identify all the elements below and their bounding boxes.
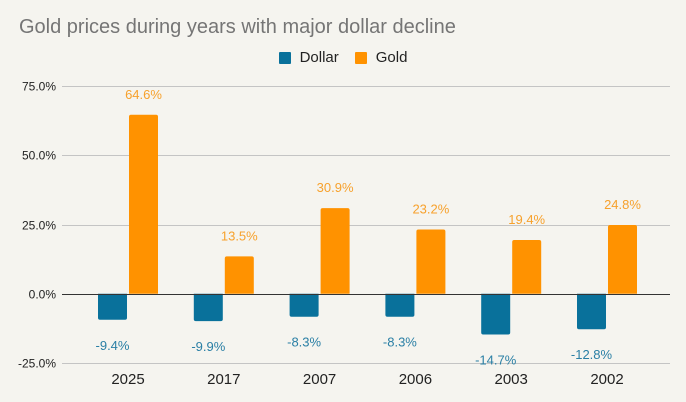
data-label-dollar: -8.3% [287, 335, 321, 350]
y-tick-label: 0.0% [29, 288, 57, 302]
data-label-gold: 19.4% [508, 212, 545, 227]
data-label-dollar: -8.3% [383, 335, 417, 350]
data-label-gold: 30.9% [317, 180, 354, 195]
bar-dollar-2003 [481, 293, 511, 335]
bar-gold-2006 [416, 229, 446, 294]
bar-dollar-2025 [98, 293, 127, 320]
bar-gold-2017 [224, 256, 254, 294]
bar-gold-2003 [512, 240, 542, 294]
x-tick-label: 2002 [590, 371, 623, 388]
legend-label-dollar: Dollar [299, 49, 339, 66]
x-tick-label: 2017 [207, 371, 240, 388]
data-label-dollar: -14.7% [475, 352, 517, 367]
legend-item-gold: Gold [354, 49, 408, 66]
data-label-dollar: -9.4% [96, 338, 130, 353]
legend-swatch-gold [354, 51, 367, 64]
x-tick-label: 2007 [303, 371, 336, 388]
data-label-dollar: -9.9% [191, 339, 225, 354]
data-label-gold: 13.5% [221, 228, 258, 243]
data-label-dollar: -12.8% [571, 347, 613, 362]
x-tick-label: 2025 [111, 371, 144, 388]
data-label-gold: 24.8% [604, 197, 641, 212]
bar-dollar-2006 [385, 293, 415, 317]
legend-label-gold: Gold [375, 49, 408, 66]
legend-item-dollar: Dollar [278, 49, 339, 66]
y-tick-label: 75.0% [22, 80, 56, 94]
legend: Dollar Gold [0, 49, 686, 66]
y-tick-label: -25.0% [18, 357, 56, 371]
data-label-gold: 23.2% [412, 201, 449, 216]
y-tick-label: 25.0% [22, 219, 56, 233]
bar-gold-2002 [608, 225, 637, 294]
x-tick-label: 2003 [495, 371, 528, 388]
y-tick-label: 50.0% [22, 149, 56, 163]
bar-dollar-2007 [289, 293, 319, 317]
bar-gold-2025 [129, 114, 158, 294]
x-tick-label: 2006 [399, 371, 432, 388]
chart-title: Gold prices during years with major doll… [19, 16, 456, 38]
bar-dollar-2017 [193, 293, 223, 322]
bar-dollar-2002 [577, 293, 606, 330]
legend-swatch-dollar [278, 51, 291, 64]
data-label-gold: 64.6% [125, 87, 162, 102]
bar-gold-2007 [320, 208, 350, 294]
